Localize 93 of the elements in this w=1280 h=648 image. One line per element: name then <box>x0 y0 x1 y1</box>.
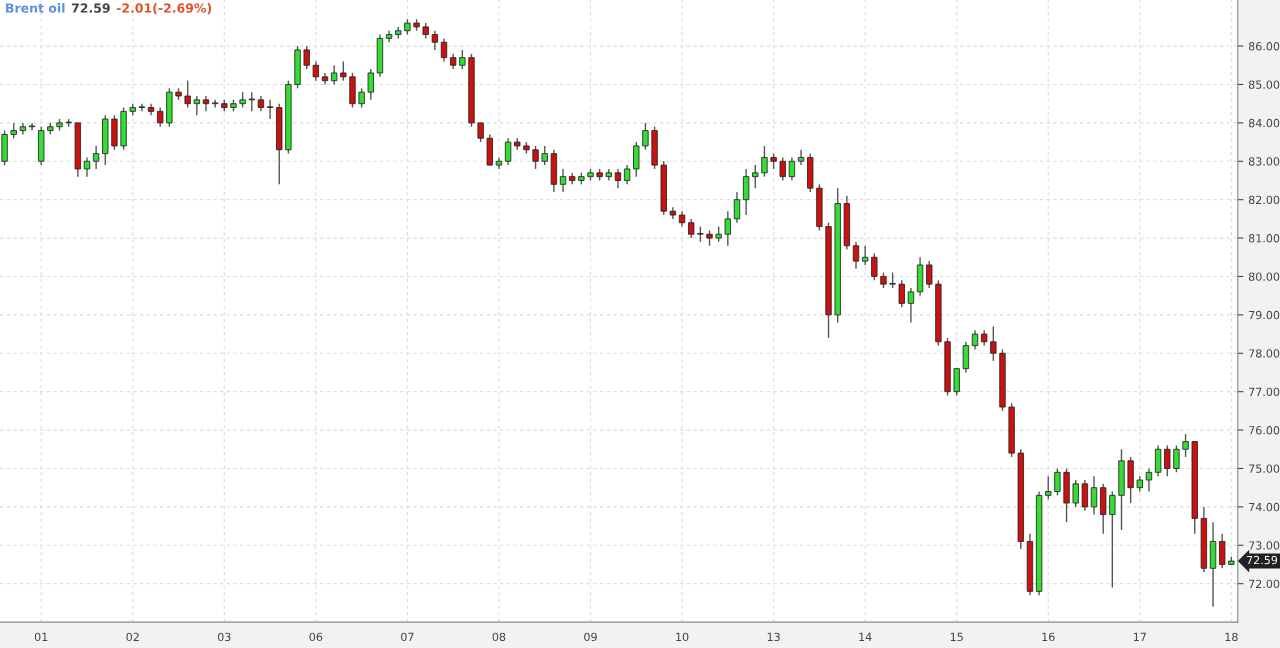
candlestick <box>633 141 640 178</box>
x-tick-label: 06 <box>309 632 323 642</box>
y-tick-label: 75.00 <box>1249 464 1280 473</box>
y-tick-label: 74.00 <box>1249 502 1280 512</box>
candlestick <box>559 168 567 193</box>
x-tick-label: 15 <box>950 632 963 642</box>
x-tick-label: 16 <box>1042 632 1055 642</box>
candlestick <box>431 30 439 51</box>
y-tick-label: 72.00 <box>1249 579 1280 589</box>
annotation: 72.59 <box>71 3 110 13</box>
candlestick <box>211 99 219 109</box>
candlestick <box>761 145 768 178</box>
candlestick <box>1145 467 1153 493</box>
candlestick <box>1054 467 1061 497</box>
y-tick-label: 81.00 <box>1248 234 1280 243</box>
candlestick <box>742 168 750 216</box>
candlestick <box>459 49 466 70</box>
y-tick-label: 79.00 <box>1249 310 1280 320</box>
candlestick <box>871 252 878 282</box>
y-tick-label: 77.00 <box>1249 387 1280 397</box>
y-tick-label: 86.00 <box>1248 42 1280 51</box>
candlestick <box>852 241 860 270</box>
y-tick-label: 82.00 <box>1248 195 1280 205</box>
candlestick <box>752 164 759 189</box>
candlestick <box>642 122 649 151</box>
candlestick <box>1182 433 1189 458</box>
text: 72.59 <box>1247 555 1278 565</box>
candlestick <box>1173 444 1180 474</box>
y-tick-label: 78.00 <box>1249 349 1280 358</box>
candlestick <box>1154 444 1162 477</box>
candlestick <box>266 99 274 120</box>
x-tick-label: 13 <box>767 632 780 642</box>
x-tick-label: 18 <box>1225 632 1238 642</box>
candlestick <box>83 156 91 178</box>
candlestick <box>477 122 484 143</box>
x-tick-label: 17 <box>1133 632 1146 641</box>
candlestick <box>614 168 622 189</box>
candlestick <box>962 341 970 374</box>
candlestick <box>303 45 310 70</box>
candlestick <box>312 60 320 82</box>
candlestick <box>1164 444 1171 477</box>
candlestick <box>898 279 905 308</box>
candlestick <box>184 79 191 109</box>
y-tick-label: 80.00 <box>1248 272 1280 281</box>
candlestick <box>971 329 979 351</box>
candlestick <box>953 367 960 397</box>
x-tick-label: 01 <box>34 632 48 642</box>
candlestick <box>724 210 731 247</box>
candlestick <box>1219 533 1226 570</box>
candlestick <box>1072 479 1079 508</box>
candlestick <box>157 106 164 128</box>
candlestick <box>541 145 548 166</box>
candlestick <box>202 95 210 113</box>
y-tick-label: 85.00 <box>1248 80 1280 89</box>
y-tick-label: 83.00 <box>1248 157 1280 166</box>
candlestick <box>340 60 347 82</box>
candlestick <box>28 122 36 132</box>
x-tick-label: 07 <box>401 632 414 642</box>
candlestick <box>688 218 695 239</box>
y-tick-label: 84.00 <box>1248 118 1280 128</box>
candlestick <box>92 145 100 170</box>
candlestick <box>504 137 512 166</box>
candlestick <box>1090 475 1098 516</box>
x-tick-label: 09 <box>584 632 597 642</box>
y-tick-label: 76.00 <box>1249 426 1280 435</box>
candlestick <box>861 245 869 266</box>
chart-title: Brent oil <box>6 3 65 13</box>
candlestick <box>193 95 200 116</box>
candlestick <box>788 156 796 182</box>
candlestick <box>330 64 338 86</box>
x-tick-label: 03 <box>217 632 231 642</box>
candlestick <box>367 68 374 101</box>
x-tick-label: 02 <box>126 632 139 642</box>
candlestick <box>797 149 805 166</box>
candlestick <box>779 156 786 182</box>
y-tick-label: 73.00 <box>1249 541 1280 550</box>
candlestick <box>532 145 539 170</box>
x-tick-label: 08 <box>492 632 506 642</box>
candlestick <box>907 287 915 324</box>
candlestick <box>248 91 255 113</box>
candlestick <box>926 260 933 289</box>
candlestick <box>138 102 146 113</box>
x-tick-label: 10 <box>676 632 689 642</box>
candlestick <box>733 191 741 224</box>
x-tick-label: 14 <box>859 632 872 641</box>
candlestick <box>440 37 448 63</box>
candlestick <box>1081 479 1089 512</box>
candlestick <box>990 325 997 362</box>
candlestick <box>1109 490 1116 589</box>
candlestick <box>358 87 365 109</box>
candlestick <box>1045 475 1052 500</box>
candlestick <box>623 164 631 186</box>
annotation: -2.01(-2.69%) <box>116 3 212 15</box>
